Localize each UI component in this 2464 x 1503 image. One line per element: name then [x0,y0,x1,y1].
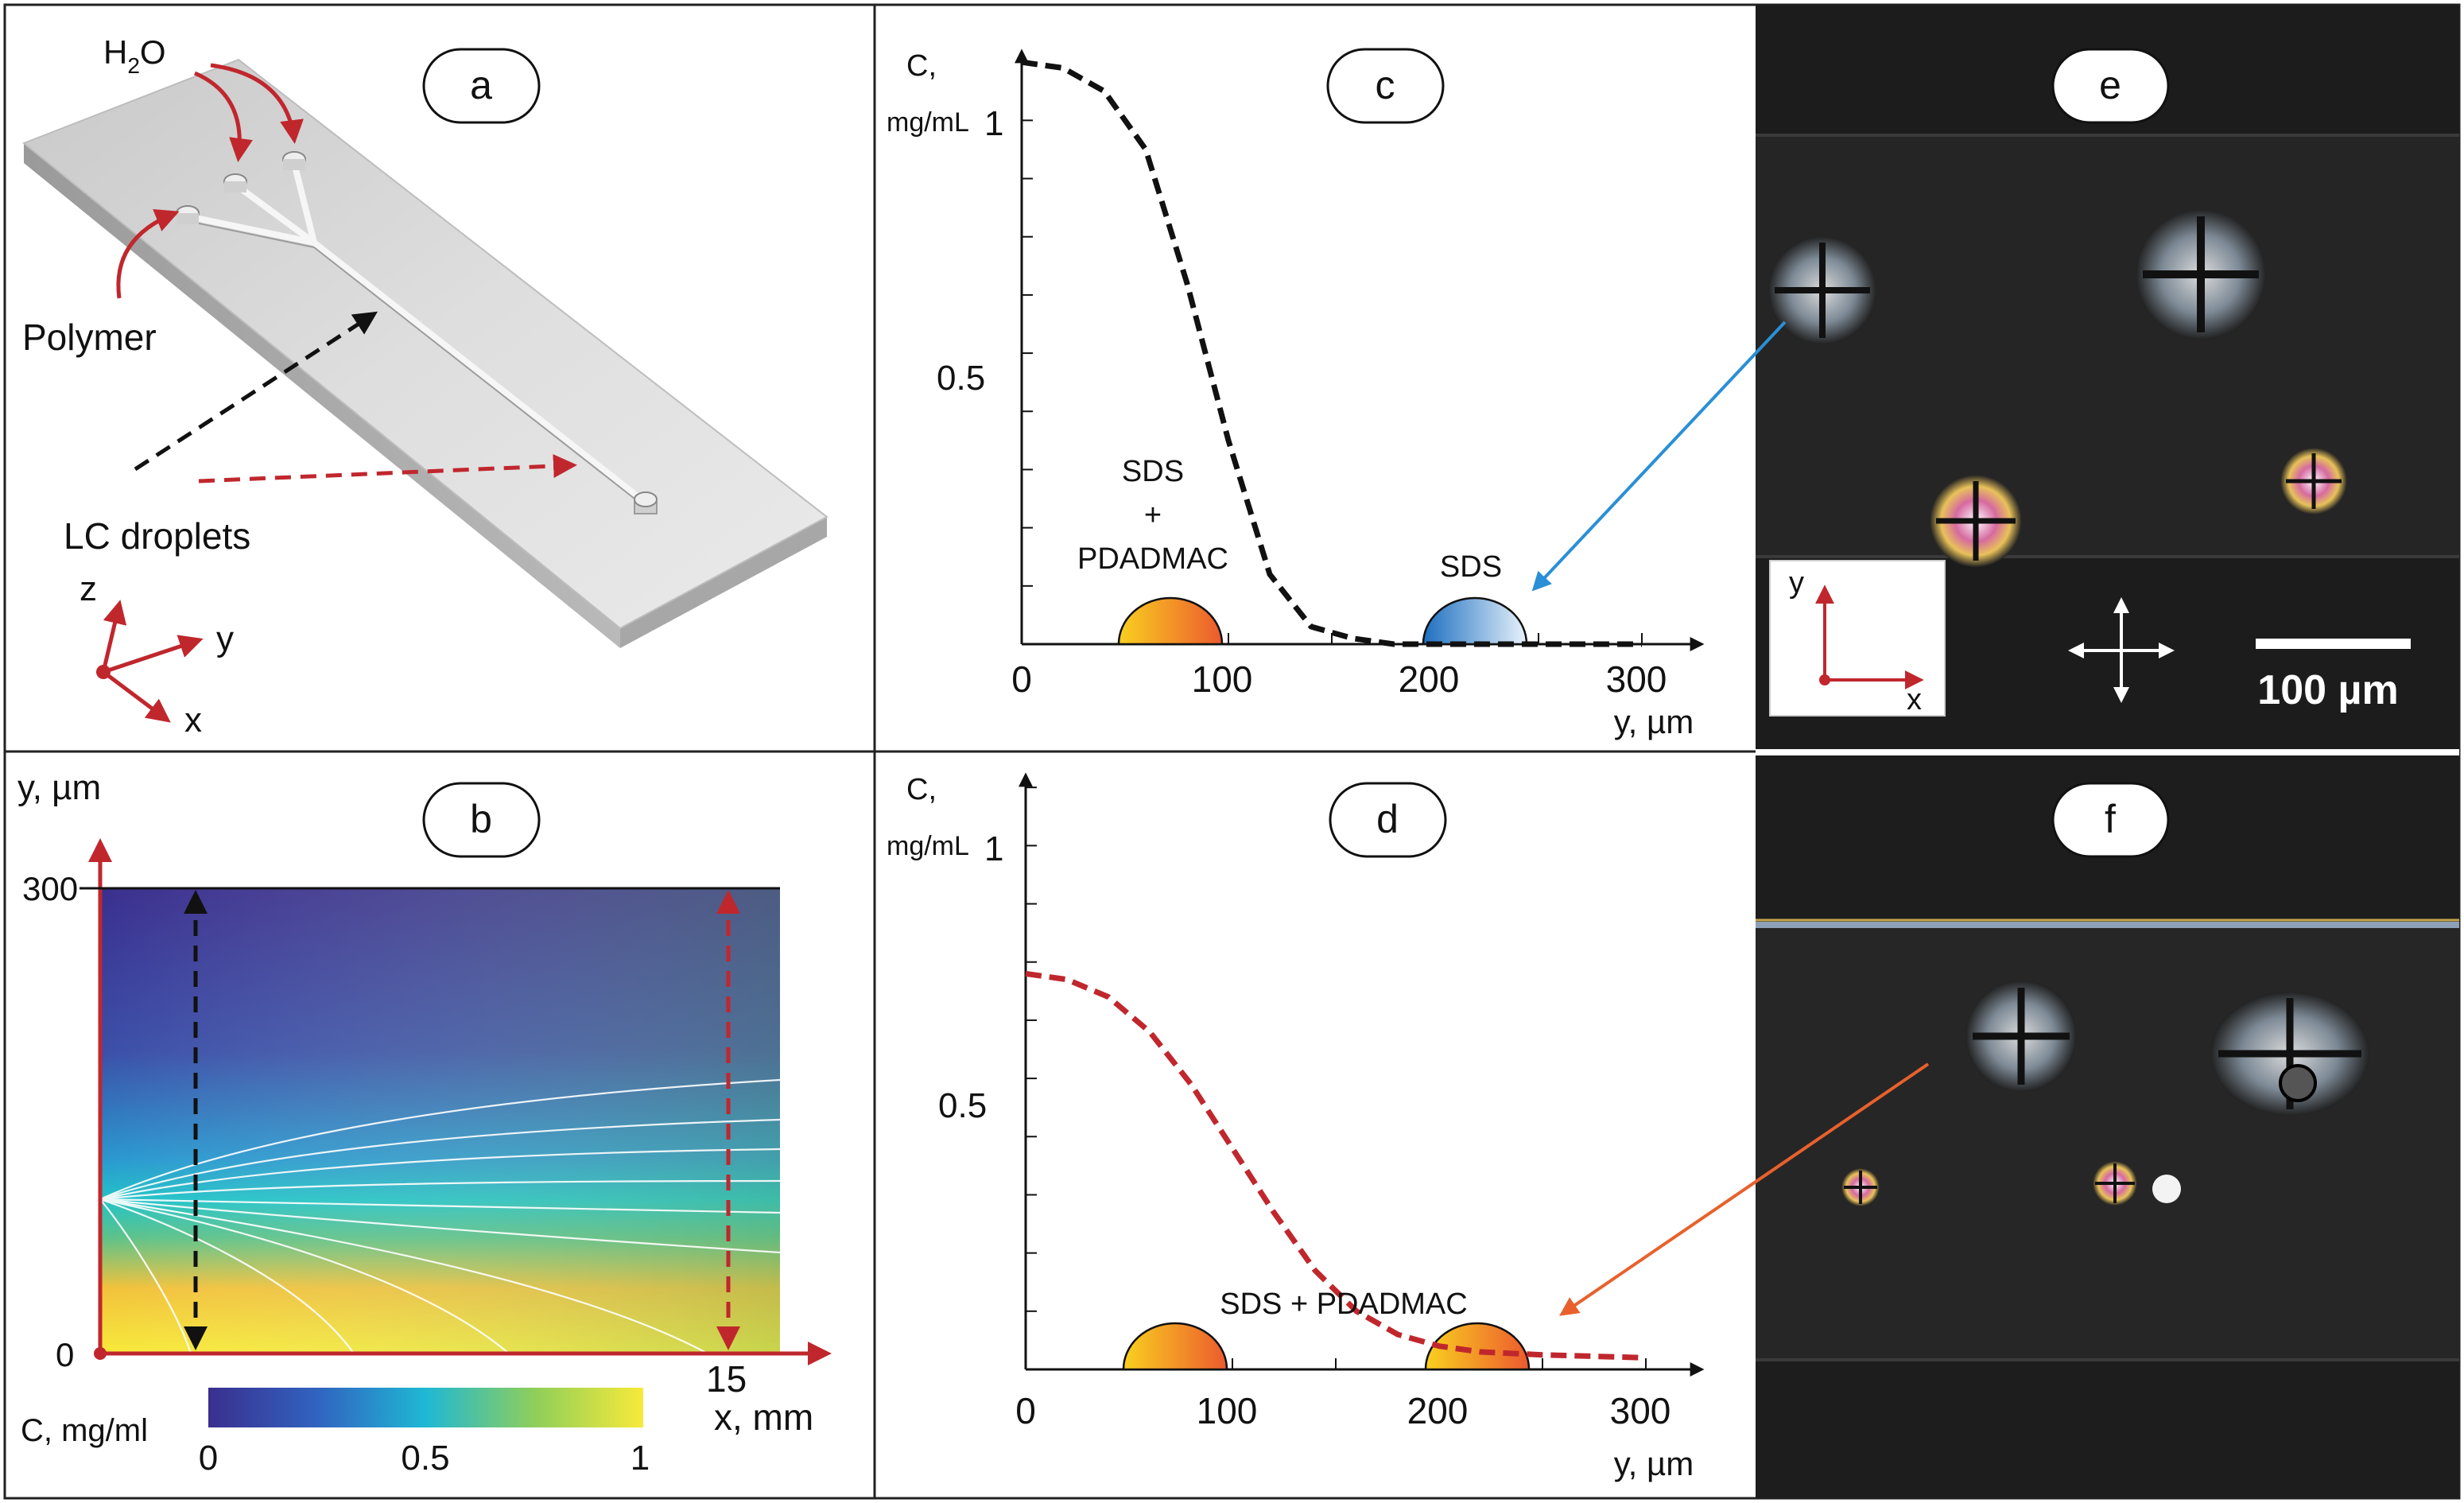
b-y-tick-0: 0 [56,1336,74,1373]
inlet-ports [176,151,306,224]
lc-arrow-black [134,311,378,472]
lc-droplet-e2 [2136,209,2266,340]
d-y-minor-ticks [1026,786,1037,1312]
c-annot-sds: SDS [1122,455,1184,488]
c-ytick-05: 0.5 [937,359,985,398]
d-ytick-05: 0.5 [938,1086,987,1125]
panel-label-e: e [2051,48,2170,124]
panel-d: C, mg/mL 1 0.5 0 100 200 300 y, µm SDS +… [887,772,1705,1482]
c-xlabel: y, µm [1614,703,1694,740]
lc-droplet-e1 [1768,236,1876,344]
colorbar-tick-1: 1 [631,1439,650,1478]
colorbar-tick-0: 0 [199,1439,218,1478]
panel-label-b: b [422,782,541,858]
microfluidic-chip-side [24,143,620,648]
polarizer-cross-icon [2068,597,2175,703]
panel-label-c: c [1326,48,1445,124]
colorbar-label: C, mg/ml [21,1413,148,1448]
c-xtick-0: 0 [1011,658,1032,700]
svg-text:x: x [1907,683,1922,717]
contour-lines [99,1078,781,1354]
panel-label-a: a [422,48,541,124]
panel-label-d: d [1329,782,1447,858]
d-droplet-left [1122,1322,1228,1371]
colorbar [208,1388,643,1427]
svg-text:b: b [470,797,492,841]
c-ylabel-unit: mg/mL [887,107,969,138]
svg-text:e: e [2099,63,2121,107]
c-y-minor-ticks [1022,61,1033,587]
c-annot-plus: + [1144,499,1162,532]
outlet-port [634,491,658,515]
svg-text:y: y [216,619,234,658]
svg-text:c: c [1376,63,1395,107]
panel-c: C, mg/mL 1 0.5 0 100 200 300 y, µm SDS +… [887,48,1705,740]
lc-droplets-label: LC droplets [64,515,250,557]
link-arrow-d-to-f [1559,1062,1930,1316]
svg-text:f: f [2105,797,2116,841]
d-ylabel-c: C, [906,773,937,806]
d-xtick-200: 200 [1407,1390,1469,1431]
b-y-axis-label: y, µm [17,768,101,807]
c-ylabel-c: C, [906,49,937,83]
d-ytick-1: 1 [984,829,1003,868]
d-xtick-300: 300 [1610,1390,1671,1431]
lc-droplet-e3 [1930,475,2022,567]
svg-text:x: x [184,701,202,740]
lc-droplet-f2 [2210,992,2369,1116]
axes-triad-a: z y x [80,569,234,740]
b-y-tick-300: 300 [22,870,78,907]
panel-f: f [1756,755,2459,1498]
d-annotation: SDS + PDADMAC [1220,1287,1467,1321]
d-xtick-100: 100 [1197,1390,1258,1431]
d-concentration-curve [1025,970,1647,1361]
polymer-arrow [116,208,180,299]
microchannels [184,160,649,506]
scale-bar-label: 100 µm [2257,667,2398,713]
c-concentration-curve [1021,59,1642,647]
c-ytick-1: 1 [984,104,1003,143]
axes-inset-e: y x [1769,560,1946,717]
panel-e: y x 100 µm e [1756,5,2459,752]
e-f-separator [1756,749,2459,755]
lc-droplet-f4 [2093,1161,2181,1206]
svg-text:a: a [470,63,492,107]
h2o-label: H2O [103,33,166,78]
svg-text:y: y [1789,566,1804,600]
polymer-label: Polymer [22,317,157,358]
d-xtick-0: 0 [1015,1390,1036,1431]
c-droplet-sds-pdadmac [1117,596,1224,646]
c-annot-sds-right: SDS [1440,550,1502,584]
microfluidic-chip-side-right [620,517,827,648]
b-x-axis-label: x, mm [714,1396,813,1438]
d-xlabel: y, µm [1614,1445,1694,1482]
d-droplet-right [1424,1322,1531,1371]
c-droplet-sds [1422,596,1528,646]
h2o-arrow-1 [194,71,253,162]
panel-a: H2O Polymer LC droplets z y x a [22,33,828,740]
lc-arrow-red [198,454,577,484]
link-arrow-sds-to-e [1531,320,1787,592]
colorbar-tick-05: 0.5 [401,1439,449,1478]
panel-b: y, µm 300 0 15 x, mm C, mg/ml 0 0.5 1 b [17,768,832,1478]
c-xtick-200: 200 [1399,658,1460,700]
d-ylabel-unit: mg/mL [887,831,969,861]
lc-droplet-e4 [2280,448,2347,515]
scale-bar [2256,639,2411,649]
svg-text:z: z [80,569,97,608]
svg-text:d: d [1376,797,1399,841]
h2o-arrow-2 [210,63,304,144]
panel-label-f: f [2051,782,2170,858]
b-x-tick-15: 15 [706,1358,747,1400]
c-xtick-300: 300 [1606,658,1667,700]
lc-droplet-f3 [1841,1168,1880,1206]
c-xtick-100: 100 [1192,658,1253,700]
lc-droplet-f1 [1965,981,2077,1092]
c-annot-pdadmac: PDADMAC [1077,542,1228,576]
